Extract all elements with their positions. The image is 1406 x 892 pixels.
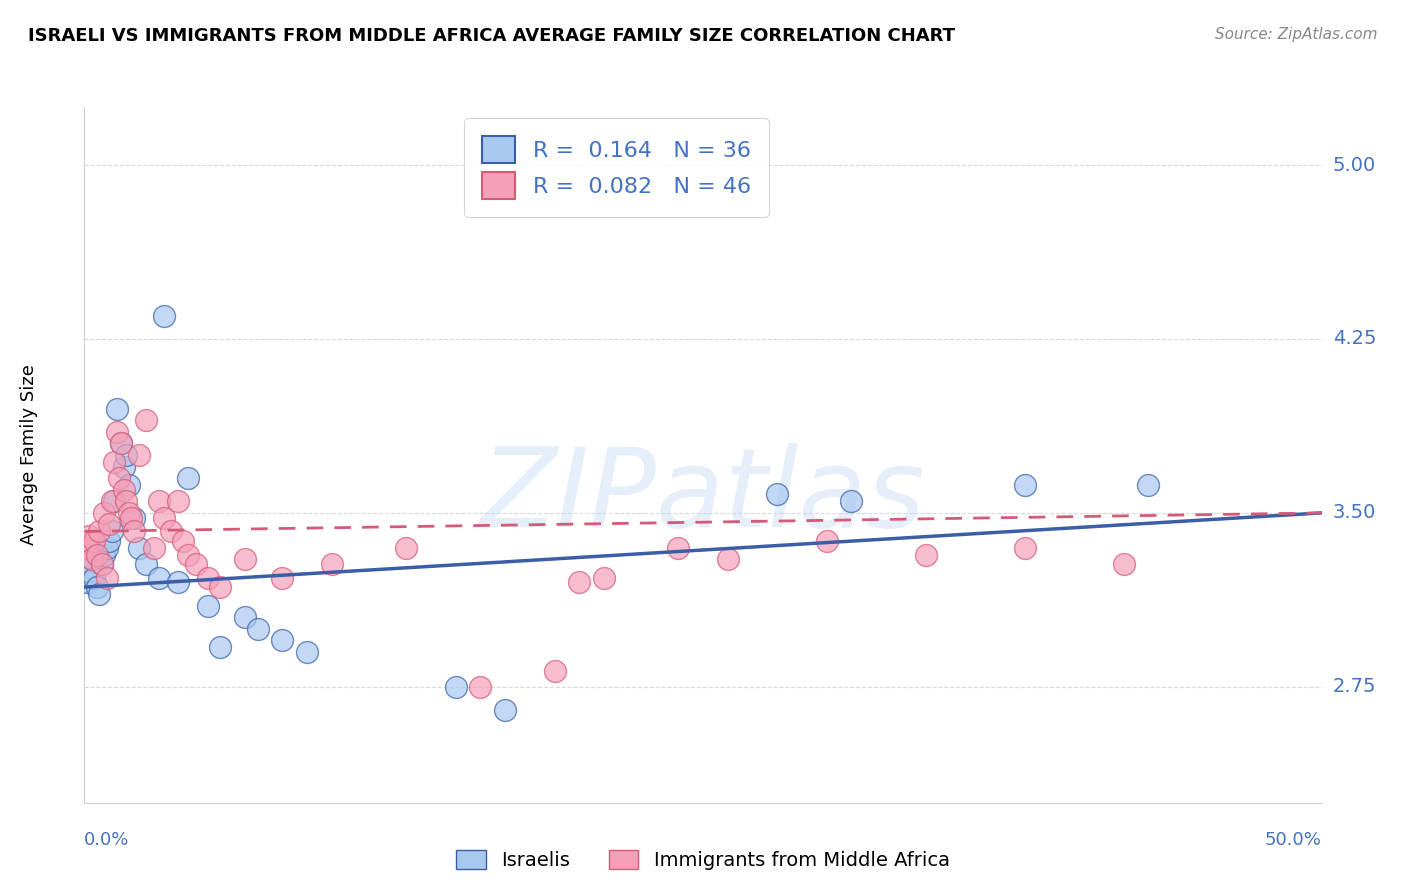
Text: 2.75: 2.75 [1333,677,1376,697]
Point [142,541,165,555]
Text: 50.0%: 50.0% [1265,830,1322,848]
Point [112,483,135,497]
Point [593,571,616,585]
Point [103,494,125,508]
Point [90,557,112,571]
Point [160,524,183,539]
Text: 0.0%: 0.0% [84,830,129,848]
Point [108,471,131,485]
Point [568,575,591,590]
Point [233,552,256,566]
Point [494,703,516,717]
Text: 4.25: 4.25 [1333,329,1376,349]
Point [395,541,418,555]
Point [543,664,565,678]
Point [110,436,132,450]
Point [105,401,128,416]
Point [470,680,492,694]
Point [197,599,219,613]
Point [80,552,103,566]
Point [1112,557,1135,571]
Point [98,517,121,532]
Text: ZIPatlas: ZIPatlas [481,443,925,550]
Point [89,587,111,601]
Point [90,557,112,571]
Point [815,533,838,548]
Point [105,425,128,439]
Point [98,533,121,548]
Point [148,571,170,585]
Legend: R =  0.164   N = 36, R =  0.082   N = 46: R = 0.164 N = 36, R = 0.082 N = 46 [464,118,769,217]
Point [122,524,145,539]
Text: ISRAELI VS IMMIGRANTS FROM MIDDLE AFRICA AVERAGE FAMILY SIZE CORRELATION CHART: ISRAELI VS IMMIGRANTS FROM MIDDLE AFRICA… [28,27,955,45]
Text: 5.00: 5.00 [1333,155,1376,175]
Point [717,552,740,566]
Point [128,448,150,462]
Point [321,557,343,571]
Point [103,455,125,469]
Point [246,622,269,636]
Point [666,541,689,555]
Point [177,548,200,562]
Point [1137,478,1160,492]
Point [914,548,936,562]
Point [184,557,207,571]
Point [152,309,174,323]
Point [110,436,132,450]
Point [76,575,98,590]
Point [209,580,232,594]
Point [86,580,108,594]
Point [96,541,118,555]
Point [100,524,122,539]
Point [766,487,789,501]
Point [122,510,145,524]
Point [135,413,157,427]
Point [172,533,194,548]
Point [135,557,157,571]
Point [112,459,135,474]
Point [79,529,101,543]
Point [148,494,170,508]
Point [1014,478,1036,492]
Point [93,506,115,520]
Point [271,571,294,585]
Point [118,478,141,492]
Point [841,494,863,508]
Point [1014,541,1036,555]
Legend: Israelis, Immigrants from Middle Africa: Israelis, Immigrants from Middle Africa [449,842,957,878]
Point [89,524,111,539]
Point [96,571,118,585]
Point [115,448,138,462]
Point [233,610,256,624]
Text: Average Family Size: Average Family Size [20,365,38,545]
Point [152,510,174,524]
Point [79,564,101,578]
Point [76,541,98,555]
Point [118,506,141,520]
Point [271,633,294,648]
Point [115,494,138,508]
Text: 3.50: 3.50 [1333,503,1376,523]
Point [128,541,150,555]
Point [83,571,105,585]
Point [197,571,219,585]
Point [295,645,318,659]
Point [93,548,115,562]
Point [209,640,232,655]
Point [100,494,122,508]
Point [167,494,190,508]
Point [177,471,200,485]
Point [86,548,108,562]
Point [120,510,142,524]
Point [167,575,190,590]
Text: Source: ZipAtlas.com: Source: ZipAtlas.com [1215,27,1378,42]
Point [80,552,103,566]
Point [444,680,467,694]
Point [83,533,105,548]
